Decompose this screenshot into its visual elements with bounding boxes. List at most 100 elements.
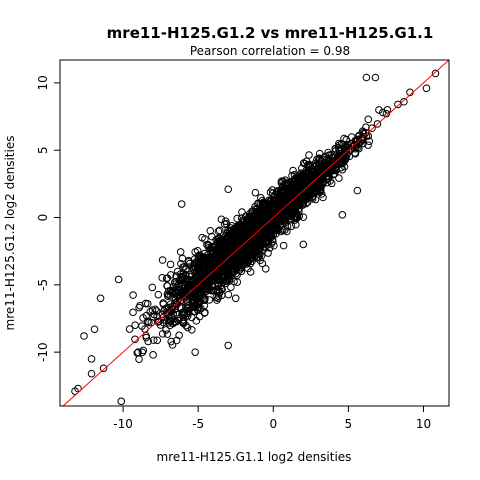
data-point <box>156 321 165 329</box>
data-point <box>207 249 215 257</box>
data-point <box>158 256 167 264</box>
data-point <box>289 207 298 216</box>
data-point <box>215 244 223 252</box>
data-point <box>90 325 99 334</box>
x-axis: -10 -5 0 5 10 <box>113 406 431 431</box>
data-point <box>114 275 123 284</box>
y-tick-label: 5 <box>36 146 50 154</box>
x-tick-label: 0 <box>269 417 277 431</box>
data-point <box>221 249 229 258</box>
data-point <box>288 192 297 201</box>
data-point <box>154 290 163 299</box>
data-point <box>191 248 199 256</box>
data-point <box>314 164 323 173</box>
data-point <box>244 248 252 257</box>
data-point <box>290 177 299 185</box>
data-point <box>291 216 299 224</box>
data-point <box>224 185 233 194</box>
data-point <box>204 256 213 264</box>
data-point <box>87 355 96 363</box>
data-point <box>153 312 161 321</box>
data-point <box>206 244 215 253</box>
data-point <box>131 335 139 344</box>
data-point <box>167 286 175 295</box>
data-point <box>292 220 300 229</box>
data-point <box>190 307 198 316</box>
data-point <box>200 309 209 317</box>
data-point <box>198 233 206 242</box>
data-point <box>230 242 238 251</box>
data-point <box>375 106 383 114</box>
data-point <box>181 270 190 279</box>
data-point <box>141 299 150 308</box>
data-point <box>364 115 373 124</box>
data-point <box>351 144 359 153</box>
data-point <box>333 154 341 163</box>
data-point <box>219 237 227 246</box>
data-point <box>168 341 177 349</box>
data-point <box>259 246 267 254</box>
data-point <box>184 301 193 310</box>
data-point <box>362 73 371 82</box>
y-axis-label: mre11-H125.G1.2 log2 densities <box>3 136 17 331</box>
data-point <box>271 206 280 215</box>
data-point <box>311 187 320 195</box>
data-point <box>139 314 147 322</box>
data-point <box>371 73 380 82</box>
data-point <box>246 222 254 231</box>
data-point <box>245 216 254 225</box>
data-point <box>153 336 162 345</box>
data-point <box>195 290 204 299</box>
data-point <box>194 298 202 307</box>
data-point <box>149 336 158 344</box>
data-point <box>322 161 330 170</box>
y-tick-label: 10 <box>36 75 50 90</box>
data-point <box>305 151 313 159</box>
data-point <box>182 308 190 317</box>
data-point <box>314 175 322 183</box>
data-point <box>166 317 175 326</box>
data-point <box>233 214 241 223</box>
data-point <box>134 348 142 356</box>
data-points <box>71 69 440 406</box>
data-point <box>145 318 153 327</box>
data-point <box>281 180 289 189</box>
data-point <box>271 211 279 220</box>
y-tick-label: -10 <box>36 342 50 362</box>
data-point <box>228 222 236 230</box>
data-point <box>203 264 212 273</box>
data-point <box>394 100 402 109</box>
data-point <box>268 196 276 204</box>
data-point <box>255 233 264 242</box>
data-point <box>155 317 163 326</box>
data-point <box>171 296 180 304</box>
data-point <box>310 184 319 192</box>
data-point <box>364 141 372 149</box>
data-point <box>237 221 245 230</box>
data-point <box>282 213 290 221</box>
data-point <box>281 226 289 234</box>
data-point <box>197 283 206 292</box>
data-point <box>135 303 143 312</box>
data-point <box>335 174 343 182</box>
data-point <box>268 186 277 194</box>
data-point <box>224 341 233 350</box>
data-point <box>205 277 214 285</box>
data-point <box>193 272 202 280</box>
data-point <box>287 222 296 230</box>
data-point <box>213 296 221 304</box>
data-point <box>196 288 205 297</box>
data-point <box>223 242 231 250</box>
data-point <box>256 206 264 214</box>
data-point <box>338 211 347 219</box>
data-point <box>164 291 173 299</box>
data-point <box>285 207 294 216</box>
data-point <box>197 267 206 275</box>
data-point <box>188 326 196 334</box>
data-point <box>238 208 246 216</box>
data-point <box>221 256 230 265</box>
data-point <box>256 224 265 233</box>
data-point <box>237 231 246 239</box>
data-point <box>187 281 196 289</box>
identity-line <box>62 60 449 406</box>
